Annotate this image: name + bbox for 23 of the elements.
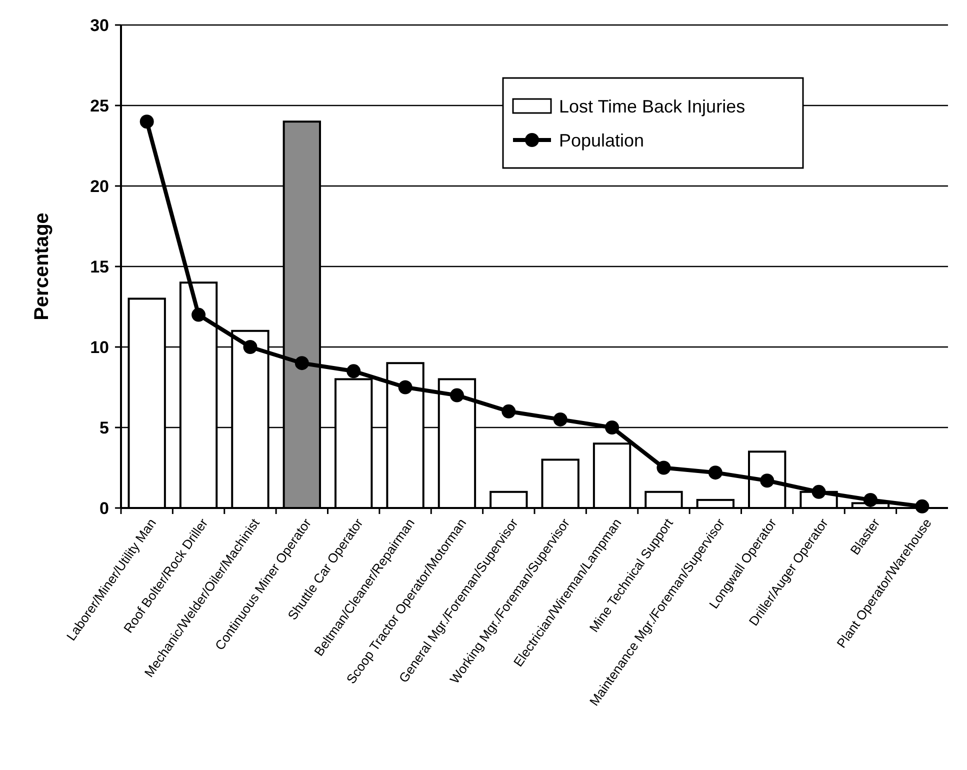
point — [398, 380, 412, 394]
y-tick-label: 20 — [90, 176, 109, 196]
y-tick-label: 30 — [90, 16, 109, 35]
point — [346, 364, 361, 378]
point — [450, 388, 464, 402]
y-tick-label: 15 — [90, 257, 109, 276]
y-axis-title: Percentage — [31, 212, 53, 320]
y-tick-label: 0 — [100, 498, 109, 518]
point — [708, 466, 722, 480]
point — [140, 114, 154, 129]
y-tick-label: 10 — [90, 338, 109, 357]
point — [502, 404, 516, 418]
point — [656, 460, 671, 475]
point — [863, 492, 878, 507]
point — [553, 412, 568, 426]
legend-label: Lost Time Back Injuries — [559, 96, 746, 116]
y-tick-label: 25 — [90, 96, 109, 116]
y-tick-label: 5 — [100, 418, 109, 438]
point — [605, 420, 620, 434]
point — [192, 308, 206, 322]
point — [243, 340, 258, 354]
point — [294, 356, 309, 370]
legend-label: Population — [559, 130, 644, 150]
